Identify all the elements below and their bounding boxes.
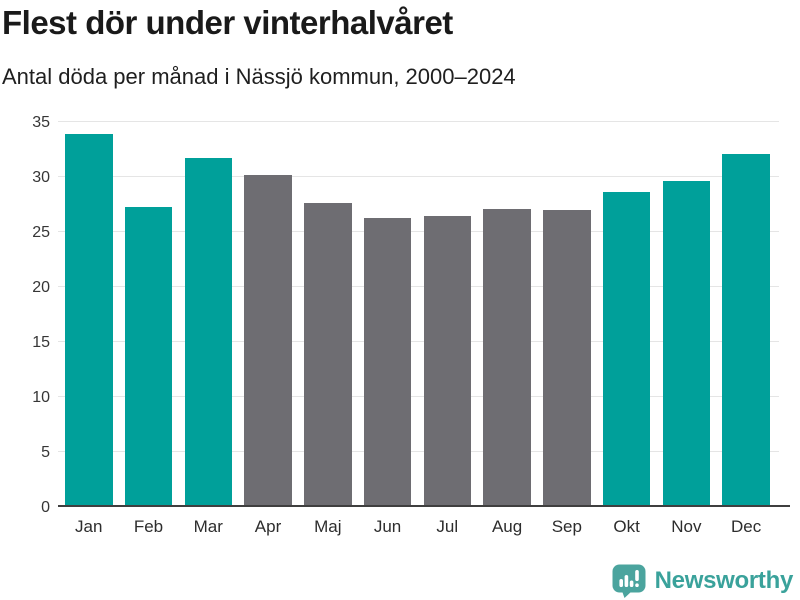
bar-okt <box>602 192 651 507</box>
gridline-30 <box>58 176 779 177</box>
y-tick-label-10: 10 <box>32 388 50 406</box>
y-axis: 0 5 10 15 20 25 30 35 <box>0 114 50 522</box>
x-tick-label-jan: Jan <box>75 517 103 536</box>
x-tick-label-aug: Aug <box>491 517 523 536</box>
gridline-15 <box>58 341 779 342</box>
x-tick-label-nov: Nov <box>671 517 702 536</box>
bar-nov <box>662 181 711 507</box>
y-tick-label-0: 0 <box>41 498 50 516</box>
bar-jul <box>423 215 472 507</box>
x-tick-label-jun: Jun <box>373 517 402 536</box>
y-tick-label-35: 35 <box>32 113 50 131</box>
chart-title: Flest dör under vinterhalvåret <box>2 4 453 41</box>
brand-link[interactable]: Newsworthy <box>612 564 793 598</box>
bar-jun <box>363 217 412 507</box>
bar-dec <box>722 153 770 507</box>
chart-subtitle: Antal döda per månad i Nässjö kommun, 20… <box>2 64 516 89</box>
x-tick-label-jul: Jul <box>436 517 459 536</box>
logo-bubble <box>612 564 646 598</box>
bar-aug <box>483 208 531 507</box>
y-tick-label-20: 20 <box>32 278 50 296</box>
gridline-35 <box>58 121 779 122</box>
x-tick-label-maj: Maj <box>314 517 342 536</box>
bar-maj <box>304 203 352 507</box>
y-tick-label-15: 15 <box>32 333 50 351</box>
y-tick-label-5: 5 <box>41 443 50 461</box>
gridline-5 <box>58 451 779 452</box>
bar-sep <box>543 210 591 507</box>
y-tick-label-25: 25 <box>32 223 50 241</box>
x-axis-baseline <box>58 505 790 507</box>
gridline-10 <box>58 396 779 397</box>
bar-mar <box>184 158 233 507</box>
x-tick-label-dec: Dec <box>730 517 762 536</box>
x-tick-label-sep: Sep <box>551 517 582 536</box>
bar-feb <box>124 206 173 507</box>
bar-apr <box>244 174 292 507</box>
x-tick-label-mar: Mar <box>193 517 223 536</box>
x-tick-label-feb: Feb <box>133 517 164 536</box>
newsworthy-logo-icon <box>612 564 646 598</box>
y-tick-label-30: 30 <box>32 168 50 186</box>
logo-barchart-glyph <box>619 570 639 587</box>
x-tick-label-apr: Apr <box>254 517 282 536</box>
gridline-25 <box>58 231 779 232</box>
plot-area <box>58 121 779 507</box>
x-tick-label-okt: Okt <box>613 517 640 536</box>
x-axis: Jan Feb Mar Apr Maj Jun Jul Aug Sep Okt Nov Dec <box>58 517 779 541</box>
gridline-20 <box>58 286 779 287</box>
brand-name: Newsworthy <box>654 567 794 594</box>
bar-jan <box>65 134 113 507</box>
